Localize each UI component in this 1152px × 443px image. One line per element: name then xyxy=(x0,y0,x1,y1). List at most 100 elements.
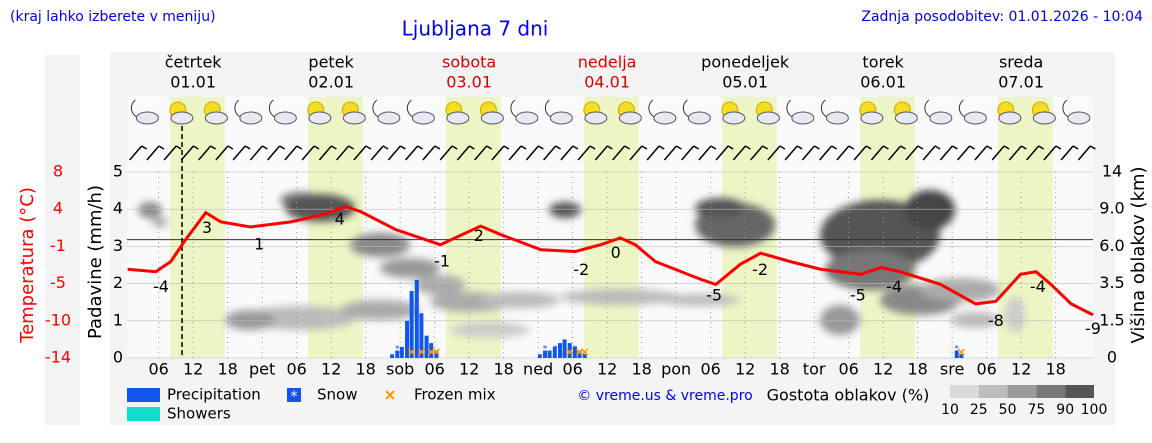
wind-barb xyxy=(594,145,613,161)
wind-barb xyxy=(629,145,648,161)
wind-barb xyxy=(767,145,786,161)
wind-barb xyxy=(1043,145,1062,161)
y2-tick-label: 1.5 xyxy=(1099,310,1124,329)
legend-swatch xyxy=(287,388,301,402)
x-tick-label: 06 xyxy=(148,360,168,379)
colorbar-segment xyxy=(1036,385,1066,398)
snow-marker: * xyxy=(395,345,400,355)
legend-label: Frozen mix xyxy=(414,386,496,404)
x-tick-label: 18 xyxy=(217,360,237,379)
cloud-icon xyxy=(308,111,332,125)
daylight-band xyxy=(446,97,501,358)
colorbar-segment xyxy=(950,385,979,398)
wind-barb xyxy=(1077,145,1096,161)
snow-marker: * xyxy=(954,345,959,355)
cloud-icon xyxy=(998,111,1022,125)
precipitation-bar xyxy=(572,346,577,358)
day-date: 03.01 xyxy=(446,73,492,92)
wind-barb xyxy=(750,145,769,161)
precipitation-bar xyxy=(543,350,548,358)
wind-barb xyxy=(301,145,320,161)
precipitation-bar xyxy=(577,350,582,358)
legend-swatch xyxy=(127,388,160,402)
wind-barb xyxy=(336,145,355,161)
x-tick-label: 06 xyxy=(286,360,306,379)
wind-barb xyxy=(784,145,803,161)
frozen-mix-marker xyxy=(575,348,584,356)
wind-barb xyxy=(939,145,958,161)
wind-barb xyxy=(353,145,372,161)
x-tick-label: 06 xyxy=(700,360,720,379)
frozen-mix-marker xyxy=(581,348,589,356)
x-tick-label: 18 xyxy=(1045,360,1065,379)
snow-marker: * xyxy=(415,345,420,355)
wind-barb xyxy=(922,145,941,161)
wind-barb xyxy=(870,145,889,161)
precipitation-bar xyxy=(390,354,395,358)
cloud-icon xyxy=(860,111,884,125)
x-tick-label: 06 xyxy=(424,360,444,379)
frozen-mix-marker xyxy=(408,348,416,356)
wind-barb xyxy=(146,145,165,161)
precipitation-bar xyxy=(409,291,414,358)
wind-barb xyxy=(905,145,924,161)
cloud-icon xyxy=(653,111,677,125)
day-date: 02.01 xyxy=(308,73,354,92)
x-tick-label: 12 xyxy=(735,360,755,379)
colorbar-tick-label: 100 xyxy=(1081,402,1108,418)
wind-barb xyxy=(732,145,751,161)
wind-barb xyxy=(543,145,562,161)
temperature-tick-label: -1 xyxy=(50,236,66,255)
wind-barb xyxy=(129,145,148,161)
x-tick-label: 12 xyxy=(873,360,893,379)
daylight-band xyxy=(170,97,225,358)
cloud-icon xyxy=(239,111,263,125)
wind-barb xyxy=(405,145,424,161)
wind-barb xyxy=(836,145,855,161)
snow-marker: * xyxy=(553,345,558,355)
wind-barb xyxy=(957,145,976,161)
wind-barb xyxy=(715,145,734,161)
cloud-icon xyxy=(687,111,711,125)
cloud-icon xyxy=(825,111,849,125)
legend-label: Showers xyxy=(167,405,231,423)
cloud-icon xyxy=(929,111,953,125)
x-tick-label: ned xyxy=(523,360,553,379)
cloud-icon xyxy=(273,111,297,125)
cloud-icon xyxy=(446,111,470,125)
cloud-icon xyxy=(549,111,573,125)
y2-tick-label: 6.0 xyxy=(1099,236,1124,255)
y2-axis-title: Višina oblakov (km) xyxy=(1128,166,1149,343)
precipitation-bar xyxy=(424,335,429,358)
frozen-mix-marker xyxy=(432,348,440,356)
x-tick-label: 18 xyxy=(769,360,789,379)
colorbar-segment xyxy=(1007,385,1037,398)
wind-barb xyxy=(819,145,838,161)
day-name: nedelja xyxy=(578,53,637,72)
wind-barb xyxy=(1008,145,1027,161)
temperature-label: -2 xyxy=(752,260,768,279)
temperature-label: -4 xyxy=(1030,277,1046,296)
day-name: četrtek xyxy=(165,53,223,72)
temperature-tick-label: -10 xyxy=(45,310,71,329)
wind-barb xyxy=(491,145,510,161)
precipitation-bar xyxy=(582,354,587,358)
y2-tick-label: 14 xyxy=(1102,162,1122,181)
temperature-label: -4 xyxy=(153,277,169,296)
day-name: petek xyxy=(308,53,354,72)
wind-barb xyxy=(474,145,493,161)
precipitation-bar xyxy=(395,350,400,358)
precipitation-bar xyxy=(562,339,567,358)
wind-barb xyxy=(370,145,389,161)
temperature-tick-label: -5 xyxy=(50,273,66,292)
day-date: 04.01 xyxy=(584,73,630,92)
y-tick-label: 4 xyxy=(113,199,123,218)
wind-barb xyxy=(991,145,1010,161)
x-tick-label: 12 xyxy=(183,360,203,379)
day-name: sreda xyxy=(999,53,1043,72)
precipitation-bar xyxy=(414,279,419,358)
x-tick-label: 12 xyxy=(321,360,341,379)
precipitation-bar xyxy=(567,343,572,358)
temperature-label: -5 xyxy=(850,285,866,304)
